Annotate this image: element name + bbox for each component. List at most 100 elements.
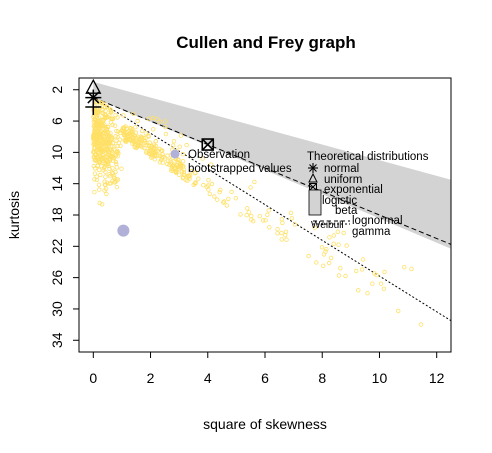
bootstrap-point <box>218 187 223 193</box>
bootstrap-point <box>92 189 97 195</box>
bootstrap-point <box>354 268 359 274</box>
bootstrap-point <box>152 157 157 162</box>
logistic-marker <box>85 98 102 115</box>
bootstrap-point <box>98 172 103 178</box>
bootstrap-point <box>148 145 153 151</box>
bootstrap-point <box>138 140 143 145</box>
bootstrap-point <box>103 108 108 114</box>
bootstrap-point <box>105 158 110 164</box>
bootstrap-point <box>378 281 384 286</box>
bootstrap-point <box>133 135 138 141</box>
bootstrap-point <box>101 130 106 135</box>
bootstrap-point <box>257 213 262 219</box>
bootstrap-point <box>107 139 112 145</box>
bootstrap-point <box>146 151 151 156</box>
legend-observation-label: Observation <box>188 149 250 161</box>
bootstrap-point <box>110 144 115 149</box>
bootstrap-point <box>151 142 157 147</box>
bootstrap-point <box>155 148 160 153</box>
bootstrap-point <box>113 153 119 158</box>
bootstrap-point <box>107 147 112 152</box>
x-tick-label: 2 <box>147 370 155 386</box>
bootstrap-point <box>229 189 234 195</box>
bootstrap-point <box>108 181 113 186</box>
x-axis-title: square of skewness <box>203 416 327 432</box>
y-tick-label: 2 <box>49 86 65 94</box>
bootstrap-point <box>180 151 186 157</box>
legend-normal-label: normal <box>324 163 359 175</box>
bootstrap-point <box>175 160 180 165</box>
bootstrap-point <box>265 212 270 217</box>
bootstrap-point <box>177 164 182 169</box>
bootstrap-point <box>238 212 243 217</box>
bootstrap-point <box>152 154 158 159</box>
bootstrap-point <box>171 138 177 144</box>
legend-lognormal-label: lognormal <box>352 215 403 227</box>
bootstrap-point <box>157 119 162 124</box>
bootstrap-point <box>105 143 110 149</box>
distribution-markers <box>85 78 215 151</box>
legend-beta-label: beta <box>335 205 358 217</box>
bootstrap-point <box>193 180 198 185</box>
bootstrap-point <box>141 135 146 141</box>
bootstrap-point <box>163 131 169 137</box>
bootstrap-point <box>99 148 105 153</box>
bootstrap-point <box>133 124 138 130</box>
bootstrap-point <box>149 151 154 157</box>
bootstrap-point <box>146 133 151 138</box>
bootstrap-point <box>185 178 190 183</box>
bootstrap-point <box>137 142 143 148</box>
legend-observed: Observation bootstrapped values <box>170 149 292 175</box>
bootstrap-point <box>91 163 96 169</box>
beta-region <box>93 81 451 249</box>
bootstrap-point <box>177 144 182 149</box>
legend-exponential-label: exponential <box>324 184 383 196</box>
bootstrap-point <box>133 139 138 144</box>
bootstrap-point <box>331 241 336 246</box>
bootstrap-point <box>166 162 172 167</box>
bootstrap-point <box>115 134 120 140</box>
gamma-line <box>93 97 451 245</box>
bootstrap-point <box>359 267 365 272</box>
bootstrap-point <box>248 185 253 190</box>
bootstrap-point <box>319 245 325 250</box>
bootstrap-point <box>91 133 97 138</box>
bootstrap-point <box>153 139 158 144</box>
bootstrap-point <box>283 233 288 238</box>
bootstrap-point <box>96 150 101 155</box>
bootstrap-point <box>374 272 379 278</box>
bootstrap-point <box>143 131 149 136</box>
legend-gamma-label: gamma <box>352 226 391 238</box>
bootstrap-point <box>151 145 156 150</box>
bootstrap-point <box>341 230 346 236</box>
x-tick-label: 10 <box>372 370 388 386</box>
bootstrap-point <box>321 263 326 268</box>
legend-observation-symbol <box>170 149 180 159</box>
bootstrap-point <box>336 273 342 278</box>
bootstrap-point <box>327 235 332 240</box>
bootstrap-point <box>110 122 115 128</box>
y-tick-label: 10 <box>49 144 65 160</box>
bootstrap-point <box>179 169 185 174</box>
bootstrap-point <box>209 181 215 187</box>
bootstrap-point <box>328 255 334 261</box>
bootstrap-point <box>150 127 156 132</box>
bootstrap-point <box>92 123 97 128</box>
legend-beta-symbol <box>308 189 322 216</box>
bootstrap-point <box>312 225 317 230</box>
bootstrap-point <box>148 147 154 153</box>
y-tick-label: 26 <box>49 270 65 286</box>
bootstrap-point <box>103 174 108 179</box>
bootstrap-point <box>103 144 108 149</box>
bootstrap-point <box>107 137 112 143</box>
bootstrap-point <box>418 322 424 327</box>
bootstrap-point <box>94 174 99 179</box>
bootstrap-point <box>115 115 120 120</box>
bootstrap-point <box>114 165 120 170</box>
bootstrap-point <box>324 246 329 252</box>
bootstrap-point <box>101 165 107 171</box>
bootstrap-point <box>162 119 168 124</box>
bootstrap-point <box>188 168 194 174</box>
bootstrap-point <box>110 158 116 163</box>
bootstrap-point <box>275 226 280 232</box>
